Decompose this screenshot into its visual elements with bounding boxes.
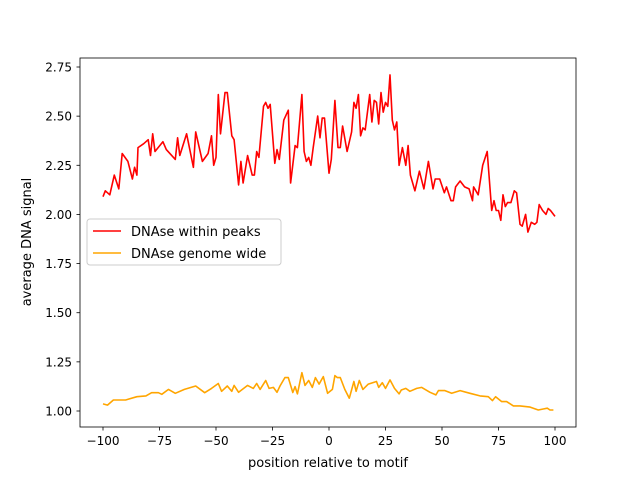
legend-box	[86, 218, 282, 266]
y-tick-label: 1.00	[45, 405, 72, 419]
y-axis-label: average DNA signal	[20, 178, 35, 307]
legend-label-genome-wide: DNAse genome wide	[131, 247, 266, 262]
y-tick-label: 2.75	[45, 61, 72, 75]
y-tick-label: 2.00	[45, 208, 72, 222]
y-tick-label: 1.25	[45, 355, 72, 369]
x-tick-label: −25	[260, 434, 285, 448]
x-tick-label: 75	[491, 434, 506, 448]
y-tick-label: 1.75	[45, 257, 72, 271]
y-axis: 1.00 1.25 1.50 1.75 2.00 2.25 2.50 2.75	[45, 61, 80, 419]
x-tick-label: 25	[378, 434, 393, 448]
y-tick-label: 2.50	[45, 110, 72, 124]
legend: DNAse within peaks DNAse genome wide	[86, 218, 282, 266]
legend-label-within-peaks: DNAse within peaks	[131, 225, 261, 240]
series-layer	[102, 74, 556, 411]
x-axis-label: position relative to motif	[248, 456, 408, 471]
x-tick-label: −50	[203, 434, 228, 448]
series-line-within-peaks	[102, 74, 556, 233]
x-tick-label: 50	[434, 434, 449, 448]
y-tick-label: 2.25	[45, 159, 72, 173]
x-tick-label: −75	[147, 434, 172, 448]
x-tick-label: 100	[544, 434, 567, 448]
y-tick-label: 1.50	[45, 306, 72, 320]
series-line-genome-wide	[102, 371, 554, 411]
x-axis: −100 −75 −50 −25 0 25 50 75 100	[87, 427, 567, 448]
x-tick-label: 0	[325, 434, 333, 448]
x-tick-label: −100	[87, 434, 120, 448]
axes-frame	[79, 57, 577, 428]
